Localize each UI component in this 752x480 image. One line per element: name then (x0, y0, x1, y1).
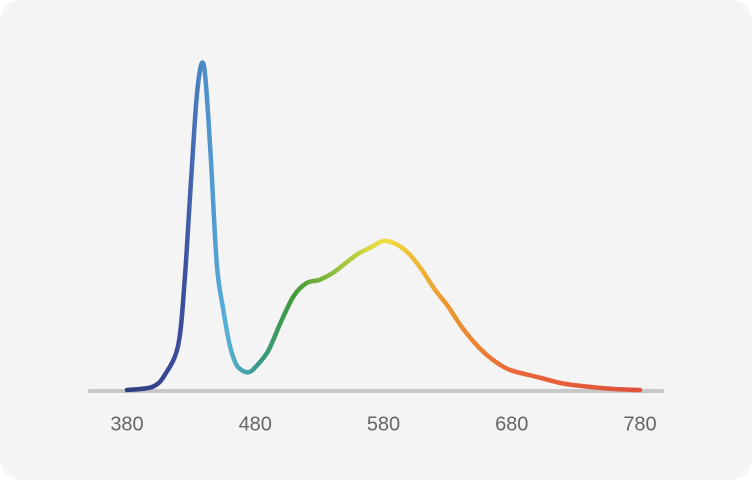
x-tick-label: 780 (623, 413, 656, 435)
x-tick-label: 680 (495, 413, 528, 435)
x-tick-label: 380 (110, 413, 143, 435)
spectrum-line (124, 60, 643, 393)
x-tick-label: 580 (367, 413, 400, 435)
plot: 380 480 580 680 780 (110, 60, 657, 435)
x-tick-label: 480 (239, 413, 272, 435)
